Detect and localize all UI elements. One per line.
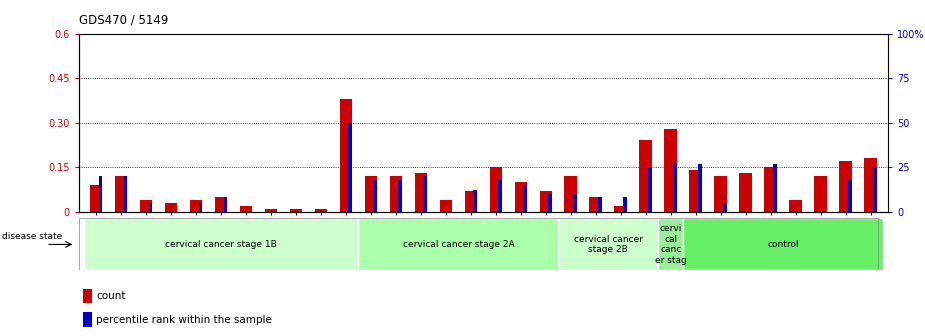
Bar — [589, 197, 602, 212]
Bar — [764, 167, 777, 212]
Bar — [414, 173, 427, 212]
Bar — [524, 185, 527, 212]
Bar — [499, 180, 502, 212]
Bar — [424, 176, 427, 212]
Bar — [83, 218, 358, 270]
Bar — [83, 312, 92, 327]
Bar — [864, 158, 877, 212]
Text: control: control — [768, 240, 799, 249]
Bar — [358, 218, 559, 270]
Bar — [149, 203, 153, 212]
Bar — [639, 140, 652, 212]
Bar — [814, 176, 827, 212]
Bar — [648, 167, 652, 212]
Bar — [224, 198, 228, 212]
Bar — [689, 170, 702, 212]
Bar — [439, 200, 452, 212]
Bar — [564, 176, 577, 212]
Bar — [140, 200, 153, 212]
Bar — [165, 203, 178, 212]
Bar — [489, 167, 502, 212]
Bar — [215, 197, 228, 212]
Bar — [349, 123, 352, 212]
Bar — [124, 176, 128, 212]
Bar — [684, 218, 883, 270]
Text: disease state: disease state — [2, 232, 62, 241]
Bar — [265, 209, 277, 212]
Text: count: count — [96, 291, 126, 301]
Bar — [339, 99, 352, 212]
Bar — [873, 167, 877, 212]
Bar — [549, 194, 552, 212]
Bar — [389, 176, 402, 212]
Bar — [474, 190, 477, 212]
Bar — [240, 206, 253, 212]
Text: cervi
cal
canc
er stag: cervi cal canc er stag — [655, 224, 686, 264]
Text: cervical cancer
stage 2B: cervical cancer stage 2B — [574, 235, 643, 254]
Bar — [789, 200, 802, 212]
Bar — [723, 203, 727, 212]
Bar — [199, 203, 203, 212]
Bar — [698, 164, 702, 212]
Bar — [739, 173, 752, 212]
Bar — [598, 198, 602, 212]
Bar — [714, 176, 727, 212]
Bar — [290, 209, 302, 212]
Bar — [623, 198, 627, 212]
Bar — [99, 176, 103, 212]
Bar — [90, 185, 103, 212]
Bar — [574, 194, 577, 212]
Text: cervical cancer stage 1B: cervical cancer stage 1B — [166, 240, 277, 249]
Bar — [83, 289, 92, 303]
Bar — [559, 218, 659, 270]
Bar — [773, 164, 777, 212]
Text: cervical cancer stage 2A: cervical cancer stage 2A — [402, 240, 514, 249]
Bar — [190, 200, 203, 212]
Bar — [314, 209, 327, 212]
Bar — [848, 180, 852, 212]
Bar — [659, 218, 684, 270]
Bar — [664, 129, 677, 212]
Bar — [364, 176, 377, 212]
Bar — [839, 161, 852, 212]
Bar — [614, 206, 627, 212]
Bar — [115, 176, 128, 212]
Text: percentile rank within the sample: percentile rank within the sample — [96, 314, 272, 325]
Bar — [464, 191, 477, 212]
Bar — [673, 164, 677, 212]
Bar — [539, 191, 552, 212]
Bar — [374, 180, 377, 212]
Text: GDS470 / 5149: GDS470 / 5149 — [79, 13, 168, 27]
Bar — [514, 182, 527, 212]
Bar — [399, 180, 402, 212]
